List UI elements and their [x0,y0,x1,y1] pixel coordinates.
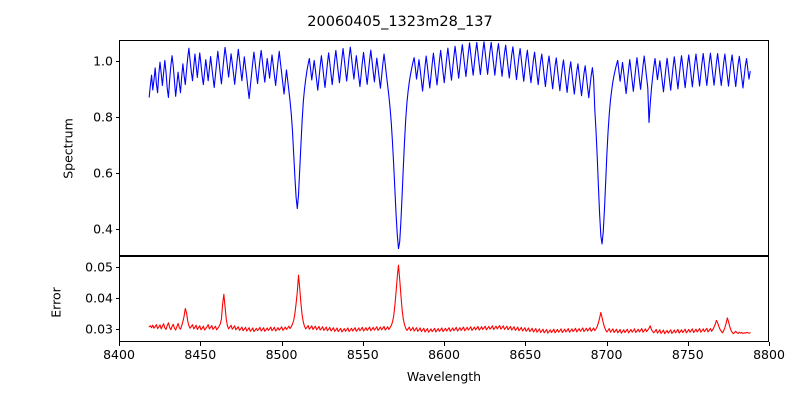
x-tick-mark [687,342,689,346]
x-tick-label: 8750 [671,347,704,362]
y-tick-label: 0.6 [93,165,113,181]
x-tick-label: 8450 [184,347,217,362]
x-tick-label: 8650 [509,347,542,362]
x-tick-label: 8700 [590,347,623,362]
error-line-chart [148,264,751,335]
y-tick-label: 0.03 [85,321,113,337]
x-tick-mark [525,342,527,346]
x-tick-mark [119,342,120,346]
x-axis-label: Wavelength [406,369,482,384]
y-tick-label: 0.04 [85,290,113,306]
y-tick-mark [115,173,119,175]
x-tick-label: 8400 [103,347,135,362]
error-data-line [148,264,751,335]
y-tick-label: 1.0 [93,53,113,69]
y-tick-mark [115,61,119,62]
y-tick-mark [115,117,119,119]
page-title: 20060405_1323m28_137 [307,14,493,30]
y-tick-mark [115,329,119,330]
spectrum-plot-area [119,40,769,256]
x-tick-mark [362,342,364,346]
spectrum-data-line [148,41,751,250]
x-tick-label: 8500 [265,347,298,362]
y-axis-label-spectrum: Spectrum [60,118,76,179]
y-tick-mark [115,229,119,231]
x-tick-mark [200,342,202,346]
x-tick-label: 8600 [428,347,460,362]
x-tick-mark [281,342,283,346]
x-tick-mark [606,342,608,346]
y-tick-label: 0.4 [93,221,113,237]
y-tick-label: 0.05 [85,259,113,275]
x-tick-label: 8800 [753,347,785,362]
error-plot-area [119,256,769,342]
spectrum-line-chart [148,41,751,250]
y-tick-label: 0.8 [93,109,113,125]
x-tick-mark [444,342,445,346]
y-tick-mark [115,297,119,299]
x-tick-mark [769,342,770,346]
x-tick-label: 8550 [346,347,379,362]
y-tick-mark [115,266,119,268]
